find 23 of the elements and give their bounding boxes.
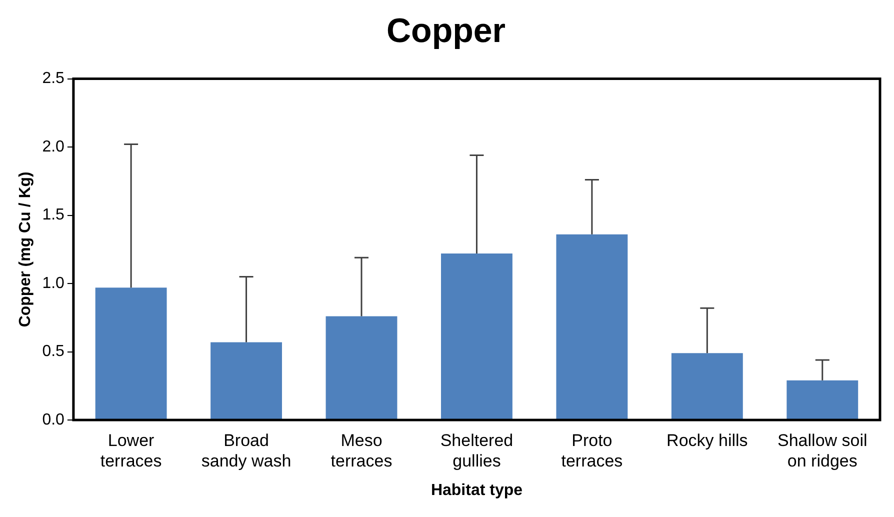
y-tick-label: 2.0 bbox=[42, 138, 65, 156]
x-tick-label: Sheltered gullies bbox=[440, 430, 514, 470]
x-tick-label: Rocky hills bbox=[666, 430, 748, 450]
y-axis-title: Copper (mg Cu / Kg) bbox=[17, 172, 34, 328]
chart-title: Copper bbox=[386, 12, 506, 50]
bar bbox=[786, 380, 858, 420]
bar bbox=[556, 234, 628, 420]
x-tick-label: Lower terraces bbox=[100, 430, 162, 470]
y-tick-label: 2.5 bbox=[42, 70, 65, 88]
y-tick-label: 1.0 bbox=[42, 274, 65, 292]
bar bbox=[326, 316, 398, 420]
bar bbox=[671, 353, 743, 420]
x-tick-label: Broad sandy wash bbox=[201, 430, 292, 470]
y-tick-label: 0.5 bbox=[42, 343, 65, 360]
bar bbox=[210, 342, 282, 420]
bar bbox=[441, 253, 512, 420]
x-tick-label: Proto terraces bbox=[561, 430, 623, 470]
x-tick-label: Shallow soil on ridges bbox=[778, 430, 868, 470]
y-tick-label: 1.5 bbox=[42, 206, 65, 224]
bar bbox=[95, 288, 167, 420]
y-tick-label: 0.0 bbox=[42, 411, 65, 428]
x-tick-label: Meso terraces bbox=[330, 430, 392, 470]
x-axis-title: Habitat type bbox=[430, 482, 523, 499]
